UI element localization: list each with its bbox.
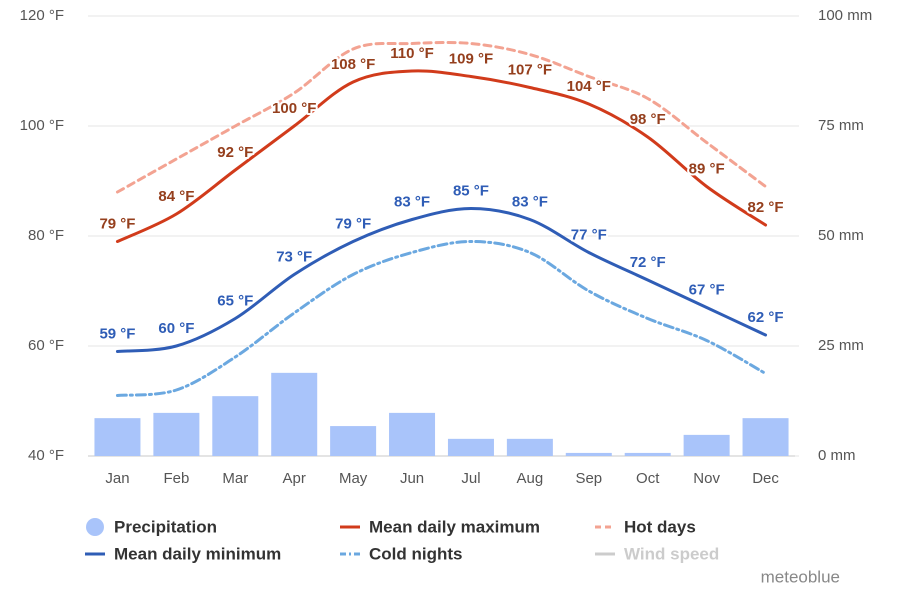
y-tick-label: 100 °F bbox=[20, 117, 64, 134]
data-label: 83 °F bbox=[512, 193, 548, 210]
data-label: 110 °F bbox=[390, 45, 434, 62]
data-label: 92 °F bbox=[217, 144, 253, 161]
legend-marker bbox=[86, 518, 104, 536]
precip-bar bbox=[389, 412, 436, 456]
x-tick-label: Feb bbox=[163, 470, 189, 487]
data-label: 79 °F bbox=[99, 215, 135, 232]
data-label: 67 °F bbox=[689, 281, 725, 298]
legend-label: Mean daily maximum bbox=[369, 517, 540, 536]
y2-tick-label: 25 mm bbox=[818, 337, 864, 354]
legend-label: Mean daily minimum bbox=[114, 544, 281, 563]
y2-tick-label: 0 mm bbox=[818, 447, 856, 464]
y2-tick-label: 75 mm bbox=[818, 117, 864, 134]
x-tick-label: Aug bbox=[517, 470, 544, 487]
data-label: 108 °F bbox=[331, 56, 375, 73]
legend-label: Precipitation bbox=[114, 517, 217, 536]
y-tick-label: 80 °F bbox=[28, 227, 64, 244]
data-label: 62 °F bbox=[748, 309, 784, 326]
precip-bar bbox=[742, 418, 789, 456]
data-label: 73 °F bbox=[276, 248, 312, 265]
data-label: 65 °F bbox=[217, 292, 253, 309]
precip-bar bbox=[506, 438, 553, 456]
data-label: 83 °F bbox=[394, 193, 430, 210]
x-tick-label: Apr bbox=[283, 470, 306, 487]
x-tick-label: Dec bbox=[752, 470, 779, 487]
x-tick-label: Sep bbox=[575, 470, 602, 487]
data-label: 100 °F bbox=[272, 100, 316, 117]
data-label: 84 °F bbox=[158, 188, 194, 205]
precip-bar bbox=[212, 396, 259, 456]
x-tick-label: Jul bbox=[461, 470, 480, 487]
grid bbox=[88, 15, 799, 457]
data-label: 98 °F bbox=[630, 111, 666, 128]
precip-bar bbox=[565, 452, 612, 456]
data-label: 109 °F bbox=[449, 50, 493, 67]
data-label: 85 °F bbox=[453, 182, 489, 199]
line bbox=[115, 239, 768, 397]
legend-label: Wind speed bbox=[624, 544, 719, 563]
data-label: 107 °F bbox=[508, 61, 552, 78]
data-label: 60 °F bbox=[158, 320, 194, 337]
precip-bar bbox=[624, 452, 671, 456]
y2-tick-label: 50 mm bbox=[818, 227, 864, 244]
y-tick-label: 40 °F bbox=[28, 447, 64, 464]
y-tick-label: 120 °F bbox=[20, 7, 64, 24]
x-tick-label: Jun bbox=[400, 470, 424, 487]
line bbox=[115, 69, 768, 243]
x-tick-label: Nov bbox=[693, 470, 720, 487]
x-tick-label: Oct bbox=[636, 470, 660, 487]
legend-label: Cold nights bbox=[369, 544, 462, 563]
data-label: 72 °F bbox=[630, 254, 666, 271]
x-tick-label: Jan bbox=[105, 470, 129, 487]
precip-bar bbox=[683, 434, 730, 456]
line bbox=[115, 206, 768, 353]
x-tick-label: Mar bbox=[222, 470, 248, 487]
precip-bar bbox=[153, 412, 200, 456]
x-tick-label: May bbox=[339, 470, 368, 487]
y-tick-label: 60 °F bbox=[28, 337, 64, 354]
legend-label: Hot days bbox=[624, 517, 696, 536]
data-label: 82 °F bbox=[748, 199, 784, 216]
data-label: 59 °F bbox=[99, 325, 135, 342]
data-label: 79 °F bbox=[335, 215, 371, 232]
attribution: meteoblue bbox=[761, 567, 840, 586]
data-label: 89 °F bbox=[689, 160, 725, 177]
y2-tick-label: 100 mm bbox=[818, 7, 872, 24]
data-label: 77 °F bbox=[571, 226, 607, 243]
precip-bar bbox=[271, 372, 318, 456]
precip-bar bbox=[330, 426, 377, 456]
precip-bar bbox=[447, 438, 494, 456]
line bbox=[115, 40, 768, 194]
data-label: 104 °F bbox=[567, 78, 611, 95]
precip-bar bbox=[94, 418, 141, 456]
